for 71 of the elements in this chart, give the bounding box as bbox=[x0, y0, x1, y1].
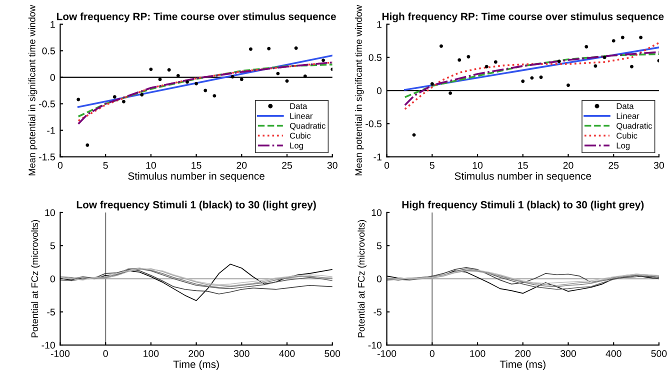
y-tick-label: -0.5 bbox=[366, 120, 382, 128]
y-tick-label: -10 bbox=[368, 342, 382, 349]
legend-label: Cubic bbox=[290, 132, 311, 139]
x-tick-label: 30 bbox=[654, 162, 664, 169]
x-axis-title: Time (ms) bbox=[500, 360, 546, 370]
x-tick-label: 200 bbox=[188, 350, 204, 358]
x-tick-label: 200 bbox=[515, 350, 531, 358]
x-tick-label: 25 bbox=[608, 162, 619, 169]
chart-title: Low frequency Stimuli 1 (black) to 30 (light grey) bbox=[76, 200, 316, 211]
legend-label: Log bbox=[616, 142, 630, 150]
y-tick-label: 0.5 bbox=[368, 54, 382, 61]
x-tick-label: 15 bbox=[192, 162, 202, 169]
y-axis-title: Potential at FCz (microvolts) bbox=[31, 220, 40, 338]
y-axis-title: Mean potential in significant time window bbox=[28, 4, 38, 176]
x-tick-label: 10 bbox=[146, 162, 156, 169]
x-tick-label: 25 bbox=[282, 162, 292, 169]
chart-title: High frequency Stimuli 1 (black) to 30 (light grey) bbox=[402, 200, 644, 211]
legend-label: Log bbox=[290, 142, 303, 150]
y-tick-label: 1 bbox=[50, 21, 55, 28]
x-tick-label: 20 bbox=[236, 162, 247, 169]
y-tick-label: -10 bbox=[42, 342, 55, 349]
y-tick-label: 0 bbox=[50, 275, 55, 282]
legend-label: Cubic bbox=[616, 132, 638, 139]
y-tick-label: -1 bbox=[47, 127, 55, 134]
x-tick-label: 100 bbox=[144, 350, 159, 358]
x-tick-label: 0 bbox=[430, 350, 434, 358]
x-tick-label: 300 bbox=[560, 350, 576, 358]
y-tick-label: 0 bbox=[50, 74, 55, 81]
x-tick-label: 300 bbox=[234, 350, 250, 358]
x-tick-label: 10 bbox=[472, 162, 483, 169]
legend-label: Data bbox=[290, 103, 308, 110]
x-tick-label: 100 bbox=[470, 350, 486, 358]
y-axis-title: Mean potential in significant time window bbox=[355, 4, 364, 176]
x-tick-label: 0 bbox=[58, 162, 63, 169]
legend-label: Linear bbox=[290, 112, 313, 119]
chart-title: Low frequency RP: Time course over stimulus sequence bbox=[57, 12, 336, 22]
x-tick-label: 500 bbox=[324, 350, 340, 358]
legend-label: Linear bbox=[616, 112, 640, 119]
y-tick-label: -5 bbox=[374, 308, 382, 316]
legend-label: Data bbox=[616, 103, 634, 110]
y-tick-label: -1.5 bbox=[39, 154, 55, 160]
y-tick-label: 1 bbox=[377, 21, 382, 28]
x-axis-title: Stimulus number in sequence bbox=[454, 172, 592, 182]
y-tick-label: 0 bbox=[376, 275, 382, 282]
x-tick-label: 500 bbox=[651, 350, 667, 358]
y-tick-label: 10 bbox=[45, 209, 55, 216]
x-tick-label: 400 bbox=[606, 350, 622, 358]
legend-label: Quadratic bbox=[616, 122, 652, 130]
x-tick-label: 0 bbox=[103, 350, 108, 358]
y-tick-label: -0.5 bbox=[39, 100, 55, 108]
y-tick-label: 10 bbox=[372, 209, 382, 216]
x-axis-title: Stimulus number in sequence bbox=[128, 172, 264, 182]
y-tick-label: 5 bbox=[376, 242, 382, 250]
x-tick-label: -100 bbox=[378, 350, 396, 358]
x-tick-label: 5 bbox=[103, 162, 108, 169]
y-tick-label: 0.5 bbox=[42, 47, 55, 54]
y-tick-label: 0 bbox=[376, 87, 382, 94]
chart-title: High frequency RP: Time course over stimulus sequence bbox=[382, 12, 664, 22]
y-tick-label: 5 bbox=[50, 242, 55, 250]
x-tick-label: 0 bbox=[384, 162, 390, 169]
x-tick-label: 5 bbox=[430, 162, 434, 169]
y-tick-label: -1 bbox=[374, 154, 382, 160]
x-tick-label: 30 bbox=[327, 162, 338, 169]
x-tick-label: 400 bbox=[279, 350, 295, 358]
x-tick-label: 15 bbox=[518, 162, 528, 169]
x-tick-label: -100 bbox=[50, 350, 70, 358]
x-axis-title: Time (ms) bbox=[173, 360, 219, 370]
y-axis-title: Potential at FCz (microvolts) bbox=[358, 220, 366, 338]
legend-label: Quadratic bbox=[290, 122, 326, 130]
x-tick-label: 20 bbox=[563, 162, 574, 169]
y-tick-label: -5 bbox=[47, 308, 55, 316]
